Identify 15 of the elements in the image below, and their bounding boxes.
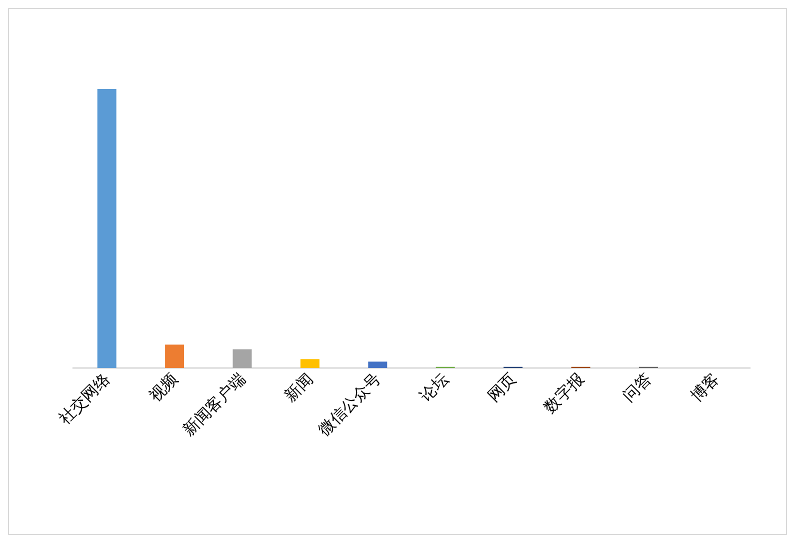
x-tick-label: 问答	[619, 369, 656, 406]
x-tick-label: 数字报	[540, 369, 588, 417]
x-tick-label: 视频	[145, 369, 182, 406]
bar	[368, 362, 388, 368]
bar	[232, 349, 252, 368]
x-tick-label: 微信公众号	[314, 369, 384, 440]
x-tick-label: 社交网络	[54, 369, 114, 428]
x-tick-label: 新闻客户端	[178, 369, 249, 440]
bar	[97, 89, 116, 368]
x-tick-label: 论坛	[416, 369, 452, 406]
bar	[300, 359, 320, 368]
x-tick-label: 网页	[484, 369, 520, 406]
x-tick-label: 新闻	[280, 369, 317, 406]
bar	[165, 344, 184, 368]
x-tick-label: 博客	[686, 369, 723, 406]
